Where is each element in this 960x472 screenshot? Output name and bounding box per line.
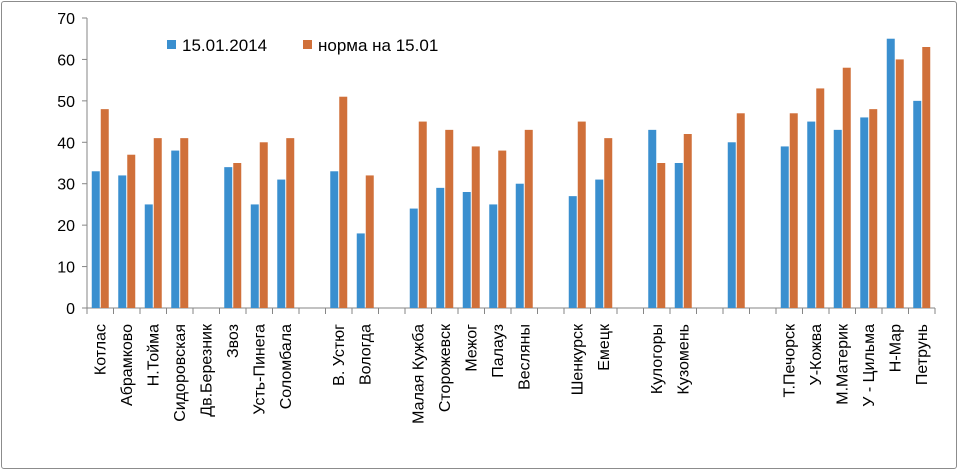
category-label: М.Материк [834,323,851,405]
category-label: Т.Печорск [781,323,798,397]
y-tick-labels: 0 10 20 30 40 50 60 70 [57,11,75,318]
legend-label-series-1: 15.01.2014 [182,36,267,55]
bar-series-1 [515,183,524,308]
bar-series-1 [860,117,869,308]
bar-series-1 [595,179,604,308]
bar-series-2 [127,154,136,308]
category-label: Шенкурск [569,323,586,395]
category-label: Петрунь [914,324,931,385]
bar-series-1 [118,175,127,308]
bar-series-2 [922,47,931,308]
bar-series-1 [409,208,418,308]
category-label: Сидоровская [172,324,189,422]
category-label: Кузомень [675,324,692,394]
bar-series-2 [895,59,904,308]
bar-series-1 [462,192,471,308]
category-label: У-Кожва [808,324,825,386]
bar-series-1 [171,150,180,308]
bar-series-2 [445,129,454,308]
bar-series-1 [277,179,286,308]
category-label: Кулогоры [649,324,666,394]
axes [82,17,936,314]
category-label: Межог [463,324,480,372]
bar-series-1 [648,129,657,308]
legend: 15.01.2014 норма на 15.01 [167,36,438,55]
bar-series-2 [736,113,745,309]
category-label: Абрамково [119,324,136,406]
category-label: Н.Тойма [145,324,162,386]
category-label: Соломбала [278,324,295,409]
y-tick-label: 20 [57,218,75,235]
bar-series-2 [471,146,480,308]
category-label: Весляны [516,324,533,390]
bar-series-1 [886,38,895,308]
category-label: Малая Кужба [410,324,427,424]
bar-series-1 [330,171,339,308]
bar-series-1 [91,171,100,308]
y-tick-label: 60 [57,52,75,69]
y-tick-label: 70 [57,11,75,28]
bar-series-2 [259,142,268,308]
category-label: Дв.Березник [198,323,215,417]
bar-series-2 [498,150,507,308]
bar-series-1 [727,142,736,308]
bar-series-2 [100,109,109,309]
bar-series-2 [816,88,825,308]
category-label: Н-Мар [887,324,904,372]
category-label: Звоз [225,324,242,358]
legend-swatch-series-1 [167,40,176,49]
bar-series-2 [339,96,348,308]
bar-series-2 [789,113,798,309]
category-label: Усть-Пинега [251,324,268,415]
bar-series-1 [568,196,577,308]
bar-series-1 [489,204,498,308]
bar-series-2 [577,121,586,308]
category-label: Емецк [596,323,613,371]
bar-series-2 [657,163,666,308]
bar-series-2 [869,109,878,309]
bar-series-1 [780,146,789,308]
bar-series-1 [224,167,233,308]
bar-series-1 [436,187,445,308]
y-tick-label: 30 [57,177,75,194]
bar-series-1 [913,100,922,308]
bar-series-1 [833,129,842,308]
y-tick-label: 50 [57,94,75,111]
category-label: Палауз [490,324,507,378]
bar-series-2 [286,138,295,308]
bar-series-2 [683,134,692,308]
bar-series-2 [418,121,427,308]
bars [91,38,931,309]
bar-series-1 [144,204,153,308]
category-label: Сторожевск [437,323,454,412]
bar-series-1 [356,233,365,308]
y-tick-label: 40 [57,135,75,152]
y-tick-label: 0 [66,301,75,318]
bar-series-1 [250,204,259,308]
legend-label-series-2: норма на 15.01 [318,36,438,55]
bar-series-2 [604,138,613,308]
bar-series-1 [807,121,816,308]
bar-series-2 [365,175,374,308]
category-labels: Котлас Абрамково Н.Тойма Сидоровская Дв.Бере… [92,323,931,424]
category-label: Вологда [357,324,374,385]
bar-series-2 [180,138,189,308]
bar-series-2 [233,163,242,308]
bar-series-2 [842,67,851,308]
category-label: Котлас [92,324,109,375]
y-tick-label: 10 [57,260,75,277]
category-label: У - Цильма [861,324,878,407]
category-label: В. Устюг [331,324,348,386]
legend-swatch-series-2 [303,40,312,49]
bar-series-2 [524,129,533,308]
bar-series-2 [153,138,162,308]
bar-series-1 [674,163,683,308]
